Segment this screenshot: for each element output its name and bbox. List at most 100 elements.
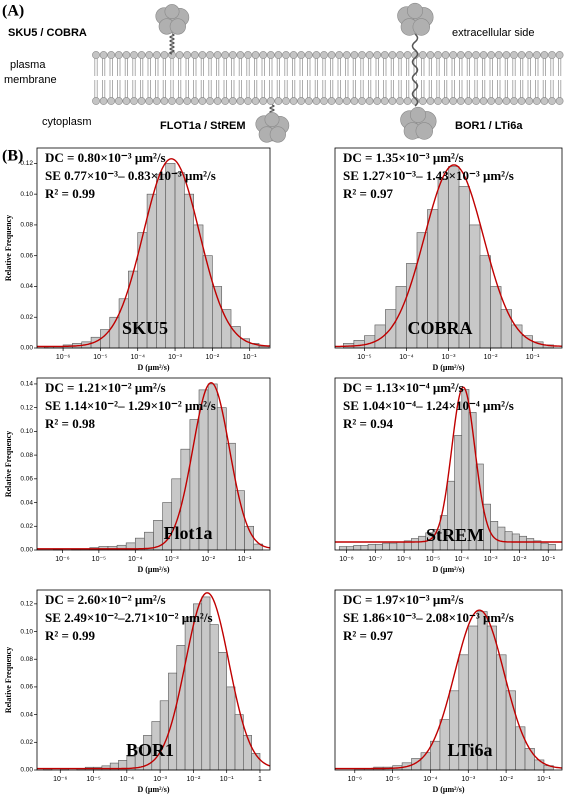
lipid-head xyxy=(388,97,397,105)
lipid-head xyxy=(320,51,328,59)
lipid-head xyxy=(145,51,154,59)
lipid-head xyxy=(312,51,321,59)
lipid-head xyxy=(228,97,237,105)
lipid-head xyxy=(335,51,344,59)
bar xyxy=(396,541,405,551)
lipid-head xyxy=(388,51,397,59)
bar xyxy=(382,542,390,551)
x-tick-label: 10⁻⁴ xyxy=(423,776,438,783)
bar xyxy=(534,759,545,771)
x-tick-label: 1 xyxy=(258,776,262,783)
fit-annotation: R² = 0.97 xyxy=(343,186,393,201)
lipid-head xyxy=(92,97,100,105)
x-tick-label: 10⁻⁵ xyxy=(92,556,106,563)
lipid-head xyxy=(236,97,245,105)
fit-annotation: R² = 0.99 xyxy=(45,628,95,643)
lipid-head xyxy=(99,51,108,59)
protein-domain xyxy=(169,18,186,35)
bar xyxy=(497,526,506,551)
x-axis-label: D (μm²/s) xyxy=(137,363,169,372)
lipid-head xyxy=(312,97,321,105)
fit-annotation: SE 1.27×10⁻³– 1.43×10⁻³ μm²/s xyxy=(343,168,514,183)
lipid-head xyxy=(213,97,222,105)
sample-label: BOR1 xyxy=(126,740,174,760)
bar xyxy=(193,603,203,771)
lipid-head xyxy=(456,97,465,105)
lipid-head xyxy=(472,51,480,59)
fit-annotation: SE 2.49×10⁻²–2.71×10⁻² μm²/s xyxy=(45,610,213,625)
x-axis-label: D (μm²/s) xyxy=(137,785,169,794)
x-tick-label: 10⁻² xyxy=(201,556,215,563)
lipid-head xyxy=(266,97,275,105)
x-tick-label: 10⁻⁴ xyxy=(399,354,414,361)
x-tick-label: 10⁻⁴ xyxy=(130,354,145,361)
x-tick-label: 10⁻¹ xyxy=(541,556,555,563)
lipid-head xyxy=(380,51,389,59)
lipid-head xyxy=(183,51,192,59)
lipid-head xyxy=(373,51,382,59)
lipid-head xyxy=(555,97,564,105)
x-tick-label: 10⁻⁴ xyxy=(128,556,143,563)
lipid-head xyxy=(525,51,534,59)
membrane-label: membrane xyxy=(4,74,57,86)
lipid-head xyxy=(198,97,207,105)
fit-annotation: DC = 2.60×10⁻² μm²/s xyxy=(45,592,166,607)
lipid-head xyxy=(487,51,496,59)
lipid-head xyxy=(190,51,199,59)
lipid-head xyxy=(540,51,549,59)
x-tick-label: 10⁻⁷ xyxy=(368,556,382,563)
lipid-head xyxy=(441,97,450,105)
protein-domain xyxy=(164,4,180,20)
lipid-head xyxy=(289,97,298,105)
lipid-head xyxy=(244,51,252,59)
x-tick-label: 10⁻² xyxy=(499,776,513,783)
protein-label: BOR1 / LTi6a xyxy=(455,120,523,132)
bar xyxy=(338,546,347,551)
y-tick-label: 0.00 xyxy=(20,767,33,774)
sample-label: LTi6a xyxy=(447,740,492,760)
y-tick-label: 0.02 xyxy=(20,739,33,746)
protein-domain xyxy=(415,122,433,140)
histogram-chart: 10⁻⁶ 10⁻⁵ 10⁻⁴ 10⁻³ 10⁻² 10⁻¹ D (μm²/s) DC = 1.… xyxy=(334,589,563,794)
bar xyxy=(184,617,194,771)
bar xyxy=(418,535,427,551)
lipid-head xyxy=(160,51,169,59)
protein-label: FLOT1a / StREM xyxy=(160,120,246,132)
y-tick-label: 0.00 xyxy=(20,547,33,554)
lipid-head xyxy=(517,51,526,59)
lipid-head xyxy=(327,97,336,105)
histogram-chart: 10⁻⁶ 10⁻⁵ 10⁻⁴ 10⁻³ 10⁻² 10⁻¹ 0.00 0.02 0.04 0.06… xyxy=(4,377,271,574)
bar xyxy=(374,543,383,551)
lipid-head xyxy=(244,97,252,105)
protein-domain xyxy=(406,2,423,19)
protein xyxy=(155,4,190,35)
bar xyxy=(411,538,419,551)
x-tick-label: 10⁻² xyxy=(205,354,219,361)
protein xyxy=(255,112,290,143)
bar xyxy=(389,542,398,551)
lipid-head xyxy=(137,97,146,105)
protein-domain xyxy=(264,112,280,128)
lipid-head xyxy=(502,97,511,105)
lipid-head xyxy=(251,97,260,105)
lipid-head xyxy=(297,97,306,105)
histogram-chart: 10⁻⁸ 10⁻⁷ 10⁻⁶ 10⁻⁵ 10⁻⁴ 10⁻³ 10⁻² 10⁻¹ D (μm²/s… xyxy=(334,377,563,574)
lipid-head xyxy=(160,97,169,105)
bar xyxy=(174,172,185,349)
x-axis-label: D (μm²/s) xyxy=(432,363,464,372)
lipid-head xyxy=(266,51,275,59)
y-tick-label: 0.10 xyxy=(20,191,33,198)
lipid-head xyxy=(517,97,526,105)
lipid-head xyxy=(282,51,290,59)
lipid-head xyxy=(441,51,450,59)
panel-label: (B) xyxy=(2,148,23,165)
plot-frame xyxy=(36,377,271,551)
lipid-head xyxy=(358,97,366,105)
lipid-head xyxy=(365,51,374,59)
x-tick-label: 10⁻⁶ xyxy=(56,354,70,361)
bar xyxy=(490,286,502,349)
sample-label: SKU5 xyxy=(122,318,168,338)
fit-curve xyxy=(335,609,563,770)
fit-annotation: DC = 0.80×10⁻³ μm²/s xyxy=(45,150,166,165)
